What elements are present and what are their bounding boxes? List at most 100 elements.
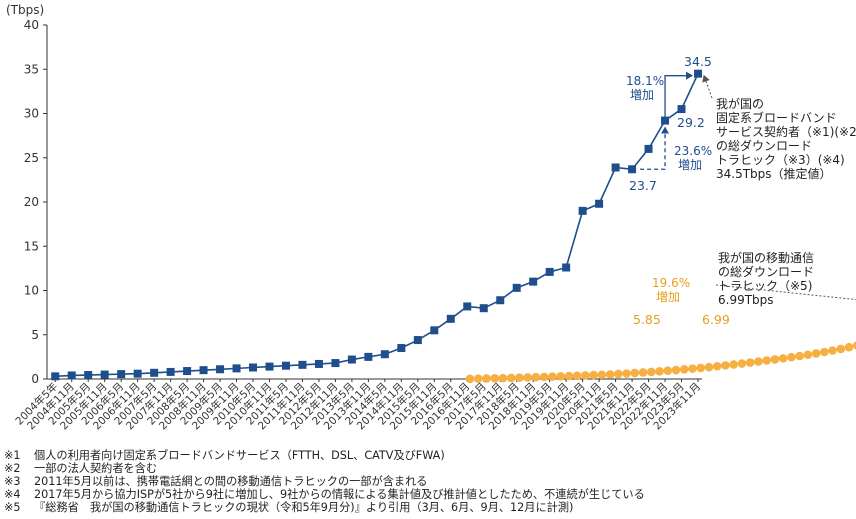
mobile-data-point <box>704 362 714 372</box>
mobile-data-point <box>844 342 854 352</box>
mobile-data-point <box>556 372 565 381</box>
mobile-data-point <box>655 367 664 376</box>
mobile-series <box>465 341 856 384</box>
y-tick-label: 20 <box>24 195 39 209</box>
fixed-callout-line: の総ダウンロード <box>716 138 812 153</box>
mobile-data-point <box>770 355 780 364</box>
mobile-data-point <box>679 365 689 374</box>
mobile-data-point <box>696 363 706 373</box>
mobile-data-point <box>820 347 829 357</box>
mobile-data-point <box>581 371 590 380</box>
mobile-data-point <box>465 374 475 384</box>
label-fixed-last: 34.5 <box>684 54 712 69</box>
mobile-data-point <box>638 368 648 377</box>
mobile-data-point <box>564 371 574 381</box>
mobile-data-point <box>490 373 500 383</box>
mobile-data-point <box>630 368 640 378</box>
label-mobile-last: 6.99 <box>702 312 730 327</box>
fixed-series-line <box>55 73 699 378</box>
fixed-data-point <box>314 359 323 368</box>
traffic-chart: 0 5 10 15 20 25 30 35 40 2004年5年2004年11月2005年5月2… <box>6 3 856 432</box>
label-fixed-growth-1: 18.1% <box>626 74 664 88</box>
fixed-data-point <box>479 304 488 313</box>
mobile-data-point <box>572 371 582 381</box>
fixed-callout: 我が国の 固定系ブロードバンド サービス契約者（※1)(※2) の総ダウンロード… <box>716 96 856 181</box>
mobile-data-point <box>828 346 837 355</box>
footnote: ※1 個人の利用者向け固定系ブロードバンドサービス（FTTH、DSL、CATV及び… <box>4 449 445 462</box>
fixed-broadband-series <box>51 69 702 381</box>
fixed-data-point <box>463 302 472 311</box>
fixed-callout-line: トラヒック（※3）(※4) <box>716 153 845 167</box>
fixed-data-point <box>578 206 587 215</box>
footnote: ※2 一部の法人契約者を含む <box>4 462 158 475</box>
mobile-data-point <box>688 364 697 373</box>
x-axis-ticks: 2004年5年2004年11月2005年5月2005年11月2006年5月200… <box>13 379 703 432</box>
mobile-data-point <box>762 356 771 365</box>
mobile-data-point <box>647 367 656 377</box>
fixed-data-point <box>298 360 307 369</box>
fixed-data-point <box>628 165 637 174</box>
mobile-data-point <box>506 373 516 383</box>
mobile-data-point <box>787 352 796 362</box>
axes <box>46 25 702 380</box>
mobile-callout-line: の総ダウンロード <box>718 264 814 279</box>
fixed-data-point <box>150 368 159 377</box>
data-labels: (Tbps) 34.5 29.2 23.7 18.1% 増加 23.6% 増加 … <box>6 3 856 327</box>
fixed-data-point <box>430 326 439 335</box>
fixed-data-point <box>364 352 373 361</box>
growth-bracket-fixed <box>664 71 693 121</box>
mobile-data-point <box>589 370 598 380</box>
mobile-data-point <box>482 374 491 383</box>
fixed-data-point <box>545 267 554 276</box>
fixed-data-point <box>249 363 258 372</box>
mobile-data-point <box>737 359 747 368</box>
fixed-callout-line: サービス契約者（※1)(※2) <box>716 124 856 139</box>
fixed-data-point <box>84 371 93 380</box>
y-axis-ticks: 0 5 10 15 20 25 30 35 40 <box>24 18 47 386</box>
fixed-data-point <box>512 283 521 292</box>
callout-leader-fixed <box>702 74 713 99</box>
fixed-data-point <box>216 365 225 374</box>
fixed-data-point <box>232 364 241 373</box>
mobile-data-point <box>515 373 524 382</box>
label-fixed-2023-5: 29.2 <box>677 115 705 130</box>
y-tick-label: 40 <box>24 18 39 32</box>
mobile-callout-line: 6.99Tbps <box>718 293 774 307</box>
fixed-data-point <box>67 371 76 380</box>
label-fixed-growth-2: 23.6% <box>674 144 712 158</box>
fixed-data-point <box>694 69 702 78</box>
fixed-data-point <box>117 370 126 379</box>
mobile-data-point <box>803 350 813 360</box>
fixed-data-point <box>677 105 686 114</box>
mobile-data-point <box>729 360 739 369</box>
annotation-guides <box>640 71 856 301</box>
fixed-data-point <box>281 361 290 370</box>
mobile-callout: 我が国の移動通信 の総ダウンロード トラヒック（※5) 6.99Tbps <box>718 250 814 307</box>
mobile-data-point <box>745 358 755 367</box>
fixed-data-point <box>331 359 340 368</box>
mobile-data-point <box>795 351 804 361</box>
y-unit-label: (Tbps) <box>6 3 44 17</box>
growth-bracket-fixed-dashed <box>640 126 670 170</box>
fixed-data-point <box>397 344 406 353</box>
label-mobile-growth-sub: 増加 <box>656 290 680 304</box>
mobile-data-point <box>548 372 557 381</box>
fixed-data-point <box>166 367 175 376</box>
mobile-callout-line: 我が国の移動通信 <box>718 250 814 265</box>
fixed-data-point <box>380 350 389 359</box>
mobile-data-point <box>853 341 856 350</box>
footnote: ※3 2011年5月以前は、携帯電話網との間の移動通信トラヒックの一部が含まれる <box>4 475 428 488</box>
mobile-data-point <box>605 370 615 379</box>
mobile-data-point <box>614 369 623 379</box>
fixed-data-point <box>100 370 109 379</box>
fixed-callout-line: 我が国の <box>716 96 764 111</box>
fixed-data-point <box>595 199 604 208</box>
fixed-callout-line: 固定系ブロードバンド <box>716 110 837 125</box>
fixed-data-point <box>644 144 653 153</box>
fixed-data-point <box>413 336 422 345</box>
y-tick-label: 30 <box>24 107 39 121</box>
label-mobile-growth: 19.6% <box>652 276 690 290</box>
y-tick-label: 25 <box>24 151 39 165</box>
fixed-data-point <box>199 366 208 375</box>
label-fixed-2022-11: 23.7 <box>629 178 657 193</box>
